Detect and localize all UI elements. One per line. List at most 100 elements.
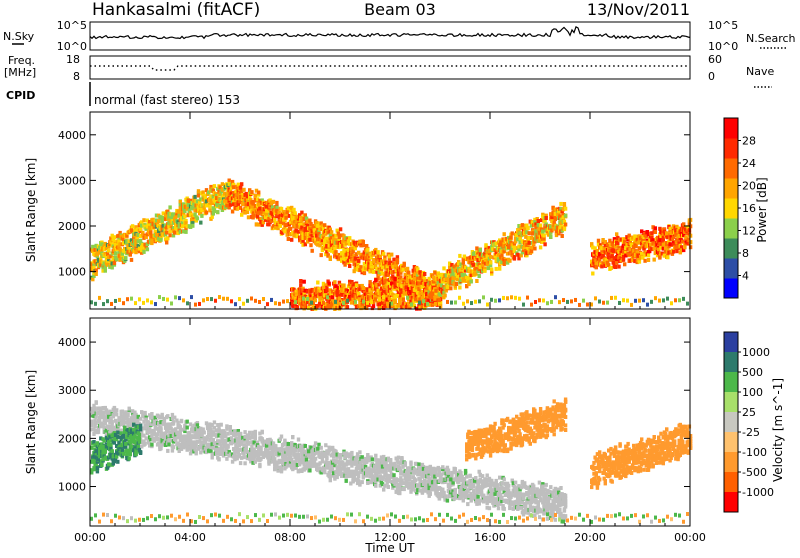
near-range-cell: [618, 301, 621, 305]
power-cell: [229, 203, 232, 207]
near-range-cell: [570, 299, 573, 303]
power-colorbar-swatch: [724, 178, 738, 199]
power-colorbar-swatch: [724, 158, 738, 179]
nave-tick-bottom: 0: [708, 70, 715, 83]
power-cell: [342, 284, 345, 288]
power-cell: [355, 283, 358, 287]
power-cell: [338, 233, 341, 237]
power-cell: [458, 286, 461, 290]
near-range-cell: [346, 299, 349, 303]
power-cell: [299, 279, 302, 283]
power-cell: [689, 245, 692, 249]
power-cell: [284, 216, 287, 220]
power-cell: [191, 224, 194, 228]
power-cell: [479, 248, 482, 252]
near-range-cell: [246, 299, 249, 303]
near-range-cell: [650, 300, 653, 304]
power-cell: [311, 249, 314, 253]
power-cell: [293, 211, 296, 215]
near-range-cell: [526, 296, 529, 300]
power-cell: [609, 266, 612, 270]
power-cell: [508, 259, 511, 263]
near-range-cell: [562, 298, 565, 302]
power-colorbar-tick-label: 20: [742, 180, 756, 193]
power-cell: [363, 271, 366, 275]
near-range-cell: [138, 297, 141, 301]
power-cell: [193, 195, 196, 199]
near-range-cell: [214, 299, 217, 303]
power-cell: [489, 255, 492, 259]
near-range-cell: [174, 295, 177, 299]
near-range-cell: [122, 301, 125, 305]
near-range-cell: [322, 301, 325, 305]
near-range-cell: [466, 299, 469, 303]
near-range-cell: [166, 298, 169, 302]
velocity-cell: [150, 443, 153, 447]
velocity-cell: [115, 408, 118, 412]
near-range-cell: [110, 302, 113, 306]
near-range-cell: [134, 301, 137, 305]
power-cell: [516, 253, 519, 257]
power-colorbar-swatch: [724, 198, 738, 219]
near-range-cell: [242, 302, 245, 306]
near-range-cell: [274, 301, 277, 305]
near-range-cell: [294, 300, 297, 304]
power-cell: [279, 224, 282, 228]
velocity-cell: [114, 419, 117, 423]
power-cell: [406, 279, 409, 283]
power-cell: [591, 272, 594, 276]
near-range-cell: [582, 299, 585, 303]
power-cell: [208, 204, 211, 208]
power-cell: [458, 254, 461, 258]
y-tick-label: 1000: [58, 266, 86, 279]
station-title: Hankasalmi (fitACF): [92, 0, 260, 20]
velocity-cell: [186, 420, 189, 424]
power-cell: [563, 202, 566, 206]
power-cell: [142, 218, 145, 222]
freq-trace: [90, 66, 690, 70]
near-range-cell: [366, 301, 369, 305]
power-colorbar-tick-label: 28: [742, 135, 756, 148]
power-cell: [289, 227, 292, 231]
power-cell: [275, 201, 278, 205]
near-range-cell: [126, 297, 129, 301]
near-range-cell: [410, 302, 413, 306]
velocity-cell: [180, 419, 183, 423]
power-cell: [232, 185, 235, 189]
velocity-cell: [90, 420, 93, 424]
cpid-value: normal (fast stereo) 153: [94, 93, 240, 107]
power-cell: [95, 272, 98, 276]
power-cell: [382, 252, 385, 256]
power-cell: [668, 227, 671, 231]
near-range-cell: [238, 297, 241, 301]
near-range-cell: [266, 302, 269, 306]
power-cell: [561, 234, 564, 238]
power-cell: [423, 272, 426, 276]
power-cell: [107, 249, 110, 253]
velocity-cell: [203, 431, 206, 435]
power-colorbar-tick-label: 16: [742, 202, 756, 215]
near-range-cell: [678, 298, 681, 302]
near-range-cell: [198, 302, 201, 306]
velocity-cell: [90, 423, 93, 427]
power-cell: [329, 256, 332, 260]
near-range-cell: [534, 300, 537, 304]
noise-panel: N.Sky 10^5 10^0 10^5 10^0 N.Search: [3, 19, 796, 53]
power-cell: [554, 217, 557, 221]
near-range-cell: [638, 299, 641, 303]
power-cell: [406, 267, 409, 271]
power-cell: [478, 274, 481, 278]
power-cell: [362, 243, 365, 247]
near-range-cell: [418, 301, 421, 305]
near-range-cell: [178, 296, 181, 300]
near-range-cell: [378, 297, 381, 301]
near-range-cell: [498, 298, 501, 302]
power-cell: [455, 282, 458, 286]
power-cell: [240, 182, 243, 186]
nave-label: Nave: [746, 65, 774, 78]
power-cell: [647, 258, 650, 262]
power-cell: [623, 262, 626, 266]
near-range-cell: [250, 296, 253, 300]
noise-right-label: N.Search: [746, 32, 796, 45]
